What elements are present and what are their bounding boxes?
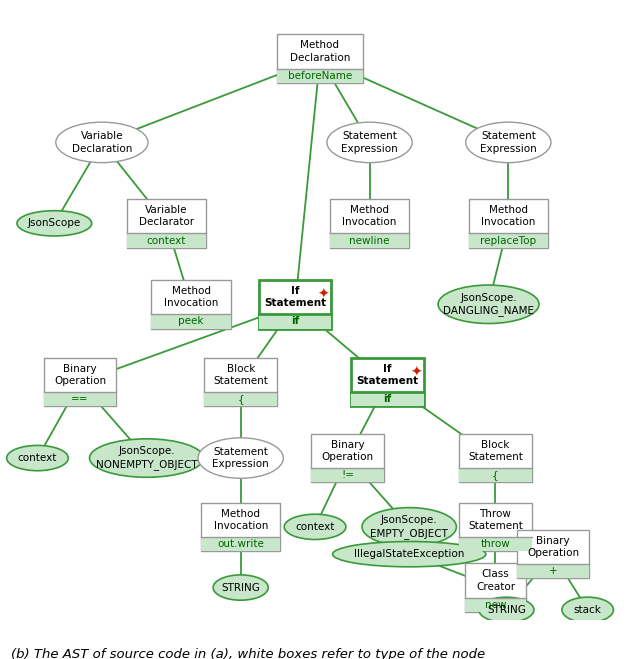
Text: STRING: STRING — [487, 605, 526, 615]
FancyBboxPatch shape — [127, 199, 206, 248]
Text: Method
Invocation: Method Invocation — [214, 509, 268, 531]
Text: peek: peek — [179, 316, 204, 326]
Text: IllegalStateException: IllegalStateException — [354, 549, 465, 559]
Text: STRING: STRING — [221, 583, 260, 592]
FancyBboxPatch shape — [277, 69, 363, 82]
Ellipse shape — [562, 597, 613, 623]
Text: +: + — [548, 566, 557, 577]
FancyBboxPatch shape — [465, 563, 526, 612]
Text: if: if — [383, 394, 392, 405]
Ellipse shape — [333, 542, 486, 567]
FancyBboxPatch shape — [44, 392, 116, 407]
FancyBboxPatch shape — [516, 564, 589, 579]
FancyBboxPatch shape — [516, 530, 589, 579]
Text: ✦: ✦ — [410, 366, 422, 380]
FancyBboxPatch shape — [459, 468, 532, 482]
FancyBboxPatch shape — [277, 34, 363, 82]
Ellipse shape — [17, 211, 92, 236]
Text: Block
Statement: Block Statement — [468, 440, 523, 462]
Ellipse shape — [362, 507, 456, 546]
Text: Method
Invocation: Method Invocation — [481, 205, 536, 227]
Text: context: context — [295, 522, 335, 532]
FancyBboxPatch shape — [465, 598, 526, 612]
Ellipse shape — [6, 445, 68, 471]
FancyBboxPatch shape — [204, 392, 277, 407]
Text: JsonScope: JsonScope — [28, 218, 81, 228]
Text: out.write: out.write — [217, 539, 264, 549]
Text: JsonScope.
DANGLING_NAME: JsonScope. DANGLING_NAME — [443, 293, 534, 316]
FancyBboxPatch shape — [201, 503, 280, 551]
Text: JsonScope.
EMPTY_OBJECT: JsonScope. EMPTY_OBJECT — [371, 515, 448, 538]
FancyBboxPatch shape — [259, 280, 332, 329]
FancyBboxPatch shape — [127, 233, 206, 248]
Text: stack: stack — [573, 605, 602, 615]
FancyBboxPatch shape — [330, 233, 409, 248]
Text: throw: throw — [481, 539, 510, 549]
Text: ✦: ✦ — [318, 288, 330, 302]
Ellipse shape — [56, 122, 148, 163]
Ellipse shape — [438, 285, 539, 324]
Text: Block
Statement: Block Statement — [213, 364, 268, 386]
FancyBboxPatch shape — [330, 199, 409, 248]
Ellipse shape — [213, 575, 268, 600]
Text: Binary
Operation: Binary Operation — [527, 536, 579, 558]
Text: Variable
Declarator: Variable Declarator — [139, 205, 194, 227]
Text: beforeName: beforeName — [288, 71, 352, 80]
Ellipse shape — [327, 122, 412, 163]
Text: Class
Creator: Class Creator — [476, 569, 515, 592]
Text: ==: == — [71, 394, 89, 405]
Text: new: new — [484, 600, 506, 610]
Text: newline: newline — [349, 235, 390, 246]
FancyBboxPatch shape — [152, 314, 231, 329]
Text: Method
Declaration: Method Declaration — [290, 40, 350, 63]
Text: Method
Invocation: Method Invocation — [164, 286, 218, 308]
FancyBboxPatch shape — [459, 503, 532, 551]
Text: JsonScope.
NONEMPTY_OBJECT: JsonScope. NONEMPTY_OBJECT — [96, 446, 197, 470]
Text: Method
Invocation: Method Invocation — [342, 205, 397, 227]
FancyBboxPatch shape — [259, 314, 332, 329]
Text: (b) The AST of source code in (a), white boxes refer to type of the node: (b) The AST of source code in (a), white… — [11, 648, 485, 659]
FancyBboxPatch shape — [312, 468, 384, 482]
FancyBboxPatch shape — [351, 358, 424, 407]
Ellipse shape — [466, 122, 551, 163]
Text: if: if — [291, 316, 300, 326]
Text: {: { — [492, 471, 499, 480]
Text: Statement
Expression: Statement Expression — [212, 447, 269, 469]
Text: context: context — [147, 235, 186, 246]
Text: replaceTop: replaceTop — [480, 235, 536, 246]
Text: Variable
Declaration: Variable Declaration — [72, 131, 132, 154]
Text: Statement
Expression: Statement Expression — [480, 131, 537, 154]
Text: !=: != — [341, 471, 355, 480]
Ellipse shape — [479, 597, 534, 623]
FancyBboxPatch shape — [44, 358, 116, 407]
Text: If
Statement: If Statement — [356, 364, 419, 386]
Ellipse shape — [284, 514, 346, 540]
FancyBboxPatch shape — [468, 199, 548, 248]
FancyBboxPatch shape — [312, 434, 384, 482]
FancyBboxPatch shape — [201, 537, 280, 551]
FancyBboxPatch shape — [459, 537, 532, 551]
FancyBboxPatch shape — [468, 233, 548, 248]
Text: Binary
Operation: Binary Operation — [322, 440, 374, 462]
FancyBboxPatch shape — [351, 392, 424, 407]
Text: Binary
Operation: Binary Operation — [54, 364, 106, 386]
FancyBboxPatch shape — [459, 434, 532, 482]
Text: Statement
Expression: Statement Expression — [341, 131, 398, 154]
Text: If
Statement: If Statement — [264, 286, 326, 308]
FancyBboxPatch shape — [152, 280, 231, 329]
Text: Throw
Statement: Throw Statement — [468, 509, 523, 531]
Text: {: { — [237, 394, 244, 405]
Ellipse shape — [198, 438, 284, 478]
Ellipse shape — [90, 439, 204, 477]
Text: context: context — [18, 453, 57, 463]
FancyBboxPatch shape — [204, 358, 277, 407]
